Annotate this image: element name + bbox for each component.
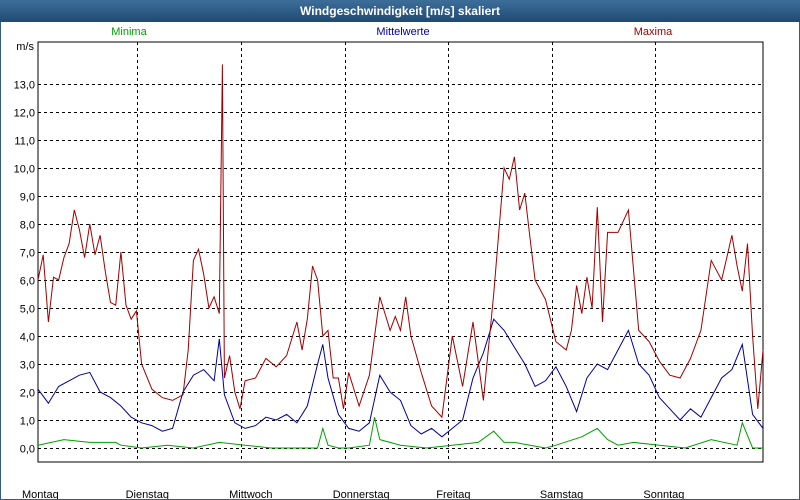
y-tick-label: 12,0 — [14, 108, 35, 120]
y-tick-label: 8,0 — [20, 220, 35, 232]
x-day-label: Samstag — [540, 489, 583, 499]
y-axis-unit: m/s — [16, 41, 34, 53]
y-tick-label: 6,0 — [20, 276, 35, 288]
window-title: Windgeschwindigkeit [m/s] skaliert — [0, 0, 800, 22]
y-tick-label: 13,0 — [14, 80, 35, 92]
y-tick-label: 0,0 — [20, 444, 35, 456]
x-day-label: Montag — [22, 489, 59, 499]
y-tick-label: 10,0 — [14, 164, 35, 176]
series-line-mittelwerte — [37, 318, 764, 438]
x-day-label: Donnerstag — [333, 489, 390, 499]
y-tick-label: 11,0 — [14, 136, 35, 148]
x-day-label: Freitag — [436, 489, 470, 499]
y-tick-label: 1,0 — [20, 416, 35, 428]
series-line-minima — [37, 417, 763, 449]
x-day-label: Mittwoch — [229, 489, 272, 499]
y-tick-label: 9,0 — [20, 192, 35, 204]
legend-minima: Minima — [111, 26, 147, 38]
legend-maxima: Maxima — [634, 26, 673, 38]
wind-speed-chart: 0,0 1,0 2,0 3,0 4,0 5,0 6,0 7,0 8,0 9,0 10,0 11,0 12… — [14, 26, 764, 499]
x-day-label: Sonntag — [643, 489, 684, 499]
legend-mittelwerte: Mittelwerte — [376, 26, 429, 38]
x-day-label: Dienstag — [126, 489, 169, 499]
y-tick-label: 3,0 — [20, 360, 35, 372]
y-tick-label: 2,0 — [20, 388, 35, 400]
y-tick-label: 5,0 — [20, 304, 35, 316]
series-line-maxima — [37, 64, 764, 419]
y-tick-label: 7,0 — [20, 248, 35, 260]
y-tick-label: 4,0 — [20, 332, 35, 344]
chart-area: 0,0 1,0 2,0 3,0 4,0 5,0 6,0 7,0 8,0 9,0 10,0 11,0 12… — [1, 22, 799, 499]
